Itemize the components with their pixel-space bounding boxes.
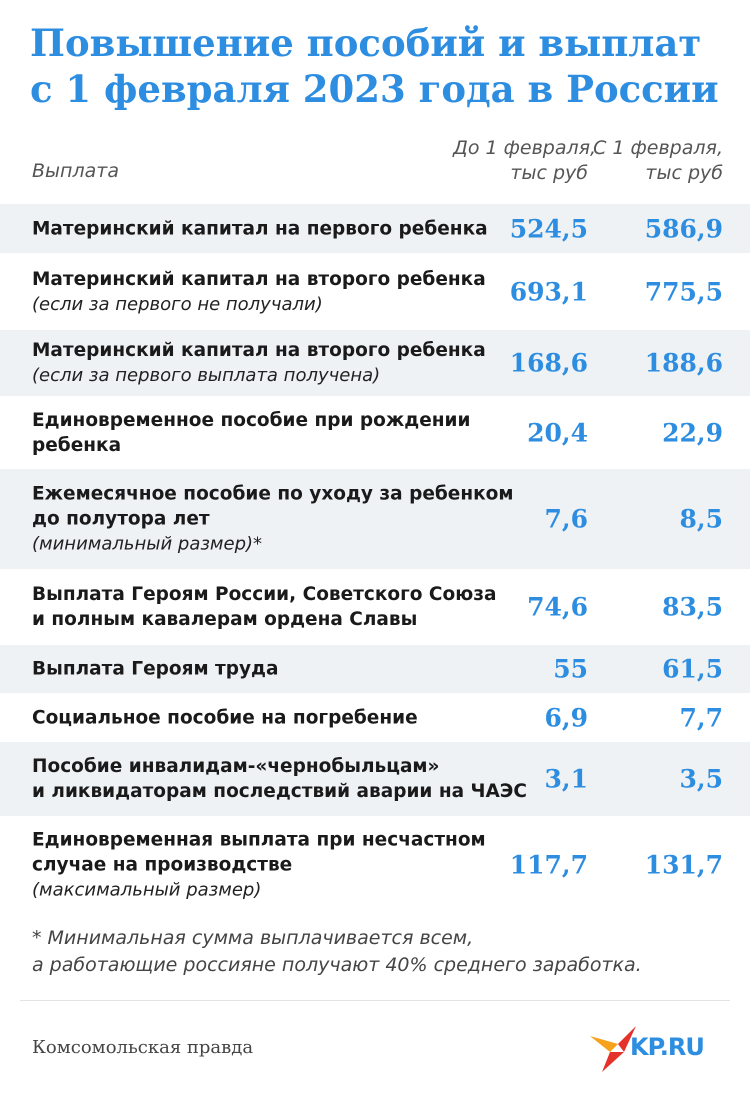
payment-label-line: и ликвидаторам последствий аварии на ЧАЭ… bbox=[32, 781, 527, 802]
payment-note: (минимальный размер)* bbox=[32, 533, 263, 555]
value-before: 693,1 bbox=[509, 277, 588, 306]
title-line-1: Повышение пособий и выплат bbox=[30, 21, 702, 65]
value-after: 61,5 bbox=[662, 654, 723, 684]
value-after: 8,5 bbox=[679, 504, 724, 534]
table-row: Ежемесячное пособие по уходу за ребенком… bbox=[0, 469, 750, 569]
payment-label: Материнский капитал на первого ребенка bbox=[32, 216, 488, 241]
payment-label: Социальное пособие на погребение bbox=[32, 705, 480, 730]
payment-label-line: Ежемесячное пособие по уходу за ребенком bbox=[32, 483, 514, 505]
value-after: 7,7 bbox=[679, 703, 724, 732]
title-line-2: с 1 февраля 2023 года в России bbox=[30, 67, 719, 111]
payment-label: Пособие инвалидам-«чернобыльцам» и ликвид… bbox=[32, 754, 527, 804]
value-after: 775,5 bbox=[644, 277, 723, 306]
value-before: 7,6 bbox=[544, 504, 589, 534]
kp-bird-icon bbox=[590, 1026, 636, 1072]
table-row: Единовременное пособие при рождении ребен… bbox=[0, 396, 750, 469]
table-row: Социальное пособие на погребение 6,9 7,7 bbox=[0, 693, 750, 742]
payment-label-line: Материнский капитал на первого ребенка bbox=[32, 218, 488, 239]
kp-logo-text: KP.RU bbox=[630, 1033, 705, 1061]
footnote: * Минимальная сумма выплачивается всем, … bbox=[32, 927, 642, 976]
source-credit: Комсомольская правда bbox=[32, 1037, 254, 1058]
table-row: Выплата Героям труда 55 61,5 bbox=[0, 645, 750, 693]
value-after: 131,7 bbox=[644, 850, 723, 880]
payment-note: (если за первого выплата получена) bbox=[32, 365, 381, 386]
payment-label-line: Выплата Героям России, Советского Союза bbox=[32, 584, 497, 605]
payment-label-line: и полным кавалерам ордена Славы bbox=[32, 609, 418, 630]
payment-label: Материнский капитал на второго ребенка (е… bbox=[32, 267, 486, 317]
value-after: 3,5 bbox=[679, 764, 724, 794]
payment-label-line: Пособие инвалидам-«чернобыльцам» bbox=[32, 756, 440, 777]
table-row: Материнский капитал на второго ребенка (е… bbox=[0, 253, 750, 330]
infographic-title: Повышение пособий и выплат с 1 февраля 2… bbox=[30, 20, 730, 112]
payment-label-line: Выплата Героям труда bbox=[32, 658, 279, 680]
footer-divider bbox=[20, 1000, 730, 1001]
payment-label-line: ребенка bbox=[32, 434, 122, 456]
value-after: 83,5 bbox=[662, 592, 723, 622]
value-after: 188,6 bbox=[644, 348, 723, 378]
payment-label-line: Материнский капитал на второго ребенка bbox=[32, 340, 486, 361]
payment-label-line: случае на производстве bbox=[32, 854, 293, 876]
value-before: 117,7 bbox=[509, 850, 588, 880]
value-after: 586,9 bbox=[644, 214, 723, 243]
payment-label-line: Материнский капитал на второго ребенка bbox=[32, 268, 486, 290]
value-after: 22,9 bbox=[662, 418, 723, 447]
value-before: 20,4 bbox=[527, 418, 588, 447]
table-row: Пособие инвалидам-«чернобыльцам» и ликвид… bbox=[0, 742, 750, 816]
value-before: 168,6 bbox=[509, 348, 588, 378]
payment-label: Материнский капитал на второго ребенка (е… bbox=[32, 338, 486, 388]
payment-label-line: Единовременное пособие при рождении bbox=[32, 409, 471, 431]
table-row: Материнский капитал на второго ребенка (е… bbox=[0, 330, 750, 396]
payment-label: Единовременная выплата при несчастном слу… bbox=[32, 828, 486, 903]
payment-label: Выплата Героям труда bbox=[32, 657, 480, 682]
kp-logo: KP.RU bbox=[588, 1022, 738, 1074]
payment-label-line: до полутора лет bbox=[32, 508, 210, 530]
payment-note: (если за первого не получали) bbox=[32, 293, 323, 315]
value-before: 74,6 bbox=[527, 592, 588, 622]
value-before: 6,9 bbox=[544, 703, 589, 732]
table-row: Единовременная выплата при несчастном слу… bbox=[0, 816, 750, 914]
payment-label: Ежемесячное пособие по уходу за ребенком… bbox=[32, 482, 514, 557]
payment-label: Выплата Героям России, Советского Союза и… bbox=[32, 582, 497, 632]
column-header-after: С 1 февраля, тыс руб bbox=[593, 137, 723, 184]
payment-label-line: Единовременная выплата при несчастном bbox=[32, 829, 486, 851]
table-row: Материнский капитал на первого ребенка 52… bbox=[0, 204, 750, 253]
payment-label: Единовременное пособие при рождении ребен… bbox=[32, 408, 480, 458]
value-before: 3,1 bbox=[544, 764, 589, 794]
column-header-payment: Выплата bbox=[32, 160, 119, 182]
payment-note: (максимальный размер) bbox=[32, 879, 262, 901]
value-before: 524,5 bbox=[509, 214, 588, 243]
table-row: Выплата Героям России, Советского Союза и… bbox=[0, 569, 750, 645]
payment-label-line: Социальное пособие на погребение bbox=[32, 707, 418, 728]
value-before: 55 bbox=[553, 654, 588, 684]
column-header-before: До 1 февраля, тыс руб bbox=[453, 137, 597, 184]
